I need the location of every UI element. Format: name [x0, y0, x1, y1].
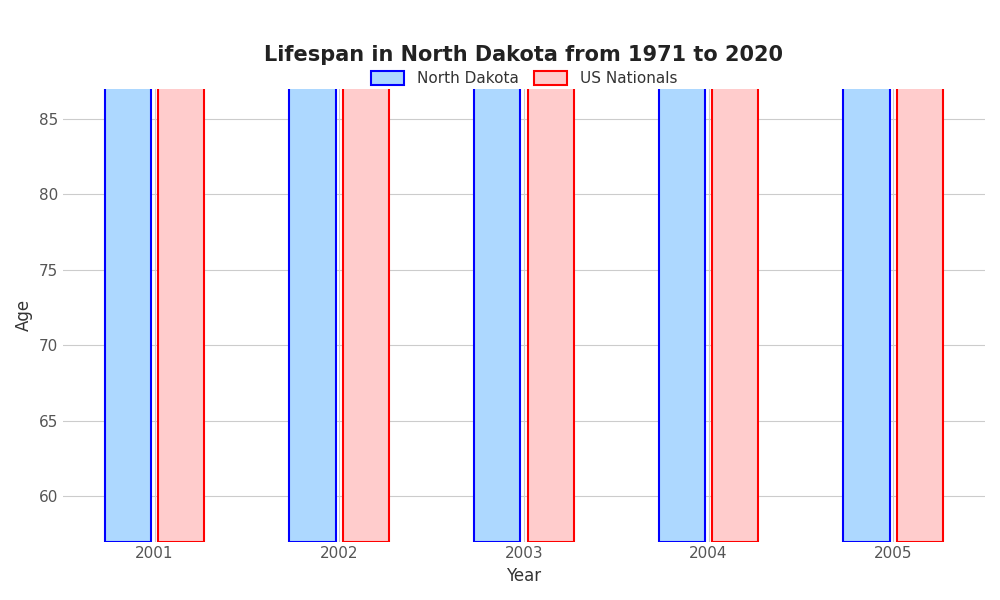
Bar	[474, 0, 520, 542]
Y-axis label: Age: Age	[15, 299, 33, 331]
Bar	[843, 0, 890, 542]
Title: Lifespan in North Dakota from 1971 to 2020: Lifespan in North Dakota from 1971 to 20…	[264, 45, 783, 65]
Bar	[105, 0, 151, 542]
Bar	[289, 0, 336, 542]
Bar	[158, 0, 204, 542]
X-axis label: Year: Year	[506, 567, 541, 585]
Bar	[712, 0, 758, 542]
Bar	[343, 0, 389, 542]
Bar	[897, 0, 943, 542]
Legend: North Dakota, US Nationals: North Dakota, US Nationals	[365, 65, 683, 92]
Bar	[528, 0, 574, 542]
Bar	[659, 0, 705, 542]
